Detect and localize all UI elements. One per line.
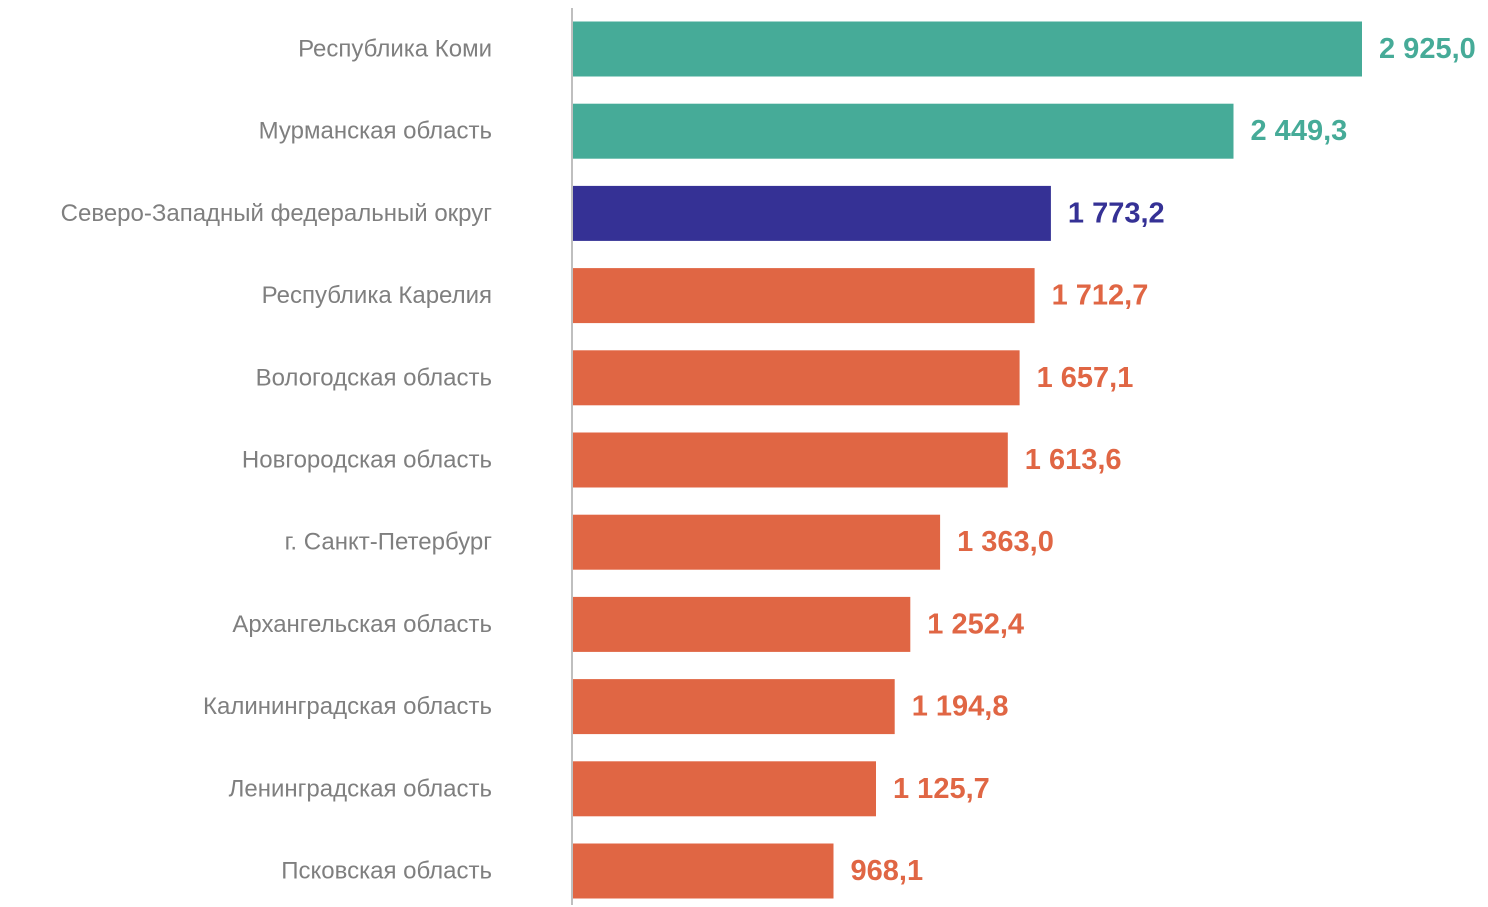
category-label: Северо-Западный федеральный округ (61, 200, 493, 227)
category-label: Ленинградская область (229, 775, 492, 802)
value-label: 1 613,6 (1025, 444, 1122, 476)
category-label: г. Санкт-Петербург (285, 529, 493, 556)
value-label: 1 363,0 (957, 526, 1054, 558)
bar (572, 679, 895, 735)
bar (572, 596, 911, 652)
bar (572, 761, 876, 817)
value-label: 1 125,7 (893, 773, 990, 805)
value-label: 968,1 (851, 855, 924, 887)
value-label: 1 194,8 (912, 691, 1009, 723)
value-labels-layer: 2 925,0 2 449,3 1 773,2 1 712,7 1 657,1 1 613… (851, 33, 1476, 887)
bar (572, 514, 941, 570)
category-label: Новгородская область (242, 447, 492, 474)
bar (572, 21, 1362, 77)
value-label: 1 712,7 (1052, 280, 1149, 312)
value-label: 2 449,3 (1251, 115, 1348, 147)
bar (572, 103, 1234, 159)
bar (572, 268, 1035, 324)
bar (572, 185, 1051, 241)
category-label: Республика Карелия (262, 282, 492, 309)
bar (572, 350, 1020, 406)
value-label: 2 925,0 (1379, 33, 1476, 65)
category-label: Республика Коми (298, 36, 492, 63)
value-label: 1 252,4 (927, 608, 1024, 640)
category-label: Архангельская область (232, 611, 492, 638)
category-labels-layer: Республика Коми Мурманская область Северо-… (61, 36, 493, 885)
category-label: Калининградская область (203, 693, 492, 720)
category-label: Мурманская область (259, 118, 492, 145)
bar (572, 432, 1008, 488)
category-label: Вологодская область (256, 364, 492, 391)
bars-layer (572, 21, 1362, 899)
value-label: 1 657,1 (1037, 362, 1134, 394)
value-label: 1 773,2 (1068, 197, 1165, 229)
category-label: Псковская область (281, 858, 492, 885)
bar (572, 843, 834, 899)
